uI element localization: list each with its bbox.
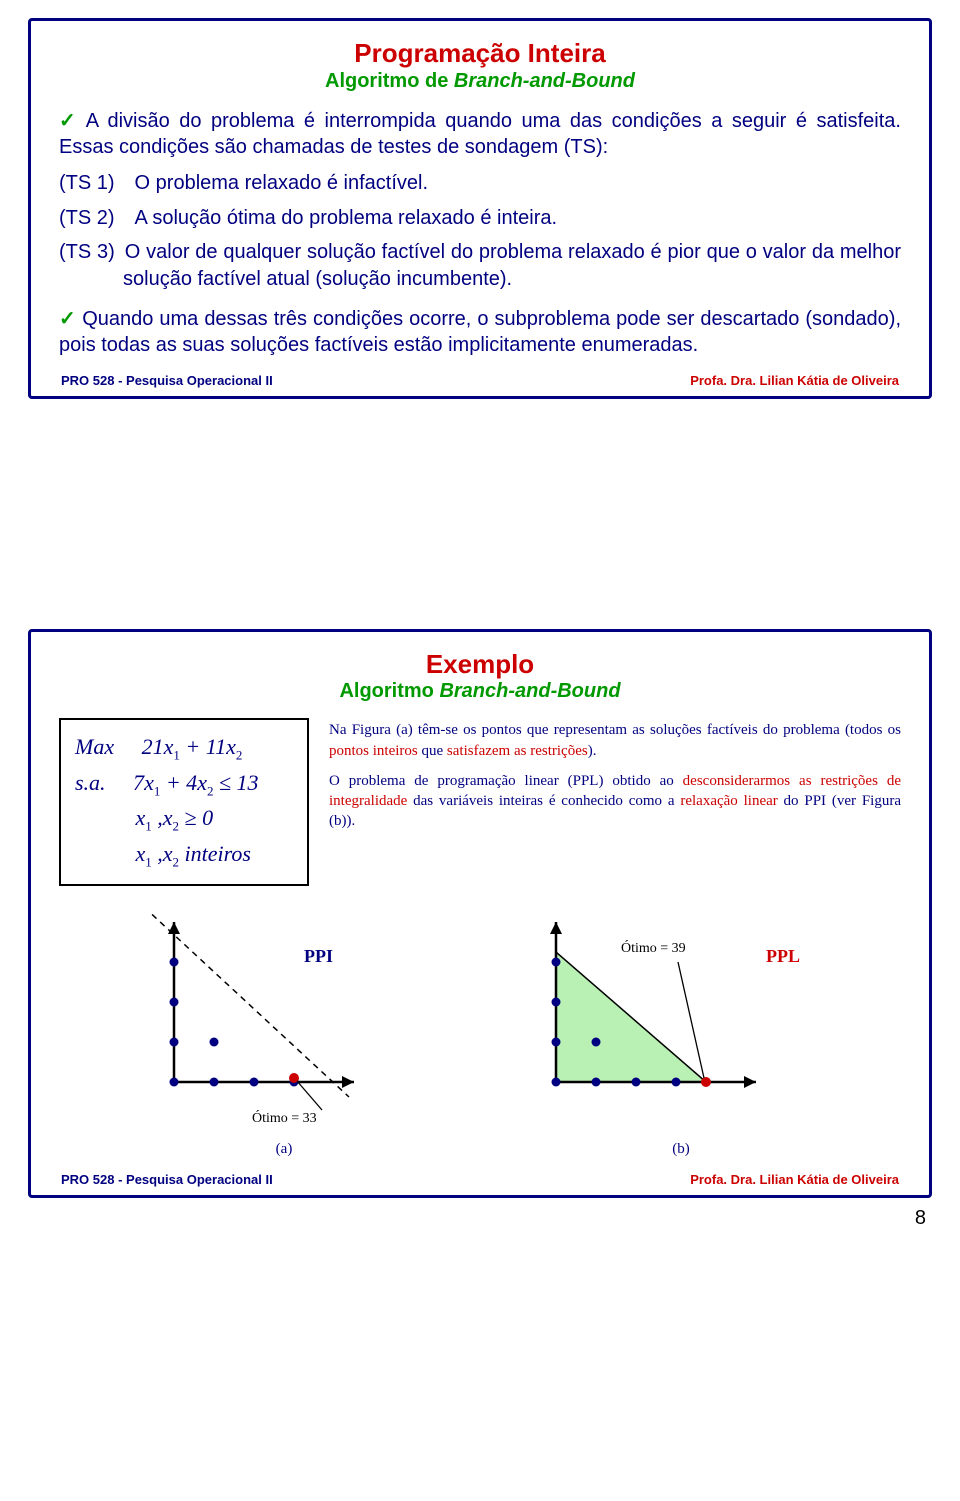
- exp-p1: Na Figura (a) têm-se os pontos que repre…: [329, 720, 901, 761]
- m3b: ,: [152, 805, 163, 830]
- m1s2: 2: [236, 748, 243, 763]
- footer-left-2: PRO 528 - Pesquisa Operacional II: [61, 1172, 273, 1187]
- svg-text:Ótimo = 33: Ótimo = 33: [252, 1109, 317, 1126]
- e2a: O problema de programação linear (PPL) o…: [329, 773, 683, 789]
- slide-1: Programação Inteira Algoritmo de Branch-…: [28, 18, 932, 399]
- e1b: pontos inteiros: [329, 743, 418, 759]
- slide1-footer: PRO 528 - Pesquisa Operacional II Profa.…: [59, 373, 901, 388]
- m1x1: x: [164, 734, 174, 759]
- page-number: 8: [915, 1207, 926, 1230]
- math-l1: Max 21x1 + 11x2: [75, 730, 293, 766]
- m2c: ≤ 13: [213, 770, 258, 795]
- slide1-ts2: (TS 2) A solução ótima do problema relax…: [59, 205, 901, 231]
- slide2-title: Exemplo: [59, 650, 901, 679]
- m3x1: x: [136, 805, 146, 830]
- m4a: [75, 841, 136, 866]
- m4x1: x: [136, 841, 146, 866]
- footer-right-2: Profa. Dra. Lilian Kátia de Oliveira: [690, 1172, 899, 1187]
- m3a: [75, 805, 136, 830]
- slide1-sub-b: Branch-and-Bound: [454, 70, 635, 92]
- m1x2: x: [226, 734, 236, 759]
- math-l2: s.a. 7x1 + 4x2 ≤ 13: [75, 766, 293, 802]
- chart-b-wrap: Ótimo = 39 PPL (b): [501, 912, 861, 1158]
- m4x2: x: [163, 841, 173, 866]
- slide1-p2: Quando uma dessas três condições ocorre,…: [59, 306, 901, 359]
- e2c: das variáveis inteiras é conhecido como …: [407, 793, 680, 809]
- slide1-ts3: (TS 3) O valor de qualquer solução factí…: [59, 239, 901, 292]
- m4c: inteiros: [179, 841, 251, 866]
- m3x2: x: [163, 805, 173, 830]
- m4b: ,: [152, 841, 163, 866]
- e1a: Na Figura (a) têm-se os pontos que repre…: [329, 722, 901, 738]
- m2b: + 4: [160, 770, 197, 795]
- math-l4: x1 ,x2 inteiros: [75, 837, 293, 873]
- slide2-subtitle: Algoritmo Branch-and-Bound: [59, 680, 901, 702]
- slide2-sub-b: Branch-and-Bound: [439, 680, 620, 702]
- m1b: + 11: [180, 734, 226, 759]
- svg-text:Ótimo = 39: Ótimo = 39: [621, 939, 686, 956]
- chart-b: Ótimo = 39 PPL: [501, 912, 861, 1132]
- exp-p2: O problema de programação linear (PPL) o…: [329, 771, 901, 832]
- slide1-title: Programação Inteira: [59, 39, 901, 68]
- math-l3: x1 ,x2 ≥ 0: [75, 801, 293, 837]
- slide1-sub-a: Algoritmo de: [325, 70, 454, 92]
- m2a: s.a. 7: [75, 770, 144, 795]
- svg-text:PPI: PPI: [304, 946, 333, 966]
- m2x1: x: [144, 770, 154, 795]
- e1c: que: [418, 743, 447, 759]
- slide-2: Exemplo Algoritmo Branch-and-Bound Max 2…: [28, 629, 932, 1199]
- explain-text: Na Figura (a) têm-se os pontos que repre…: [329, 718, 901, 841]
- e2d: relaxação linear: [680, 793, 777, 809]
- chart-a: PPI Ótimo = 33: [119, 912, 449, 1132]
- charts-row: PPI Ótimo = 33 (a) Ótimo = 39 PPL (b): [59, 912, 901, 1158]
- svg-text:PPL: PPL: [766, 946, 800, 966]
- m3c: ≥ 0: [179, 805, 213, 830]
- slide1-p1: A divisão do problema é interrompida qua…: [59, 108, 901, 161]
- m2x2: x: [197, 770, 207, 795]
- e1d: satisfazem as restrições: [447, 743, 588, 759]
- chart-b-caption: (b): [501, 1141, 861, 1158]
- footer-right: Profa. Dra. Lilian Kátia de Oliveira: [690, 373, 899, 388]
- m1a: Max 21: [75, 734, 164, 759]
- slide2-footer: PRO 528 - Pesquisa Operacional II Profa.…: [59, 1172, 901, 1187]
- math-box: Max 21x1 + 11x2 s.a. 7x1 + 4x2 ≤ 13 x1 ,…: [59, 718, 309, 886]
- example-row: Max 21x1 + 11x2 s.a. 7x1 + 4x2 ≤ 13 x1 ,…: [59, 718, 901, 886]
- footer-left: PRO 528 - Pesquisa Operacional II: [61, 373, 273, 388]
- e1e: ).: [588, 743, 597, 759]
- chart-a-wrap: PPI Ótimo = 33 (a): [119, 912, 449, 1158]
- slide1-subtitle: Algoritmo de Branch-and-Bound: [59, 70, 901, 92]
- chart-a-caption: (a): [119, 1141, 449, 1158]
- slide1-ts1: (TS 1) O problema relaxado é infactível.: [59, 170, 901, 196]
- slide2-sub-a: Algoritmo: [339, 680, 439, 702]
